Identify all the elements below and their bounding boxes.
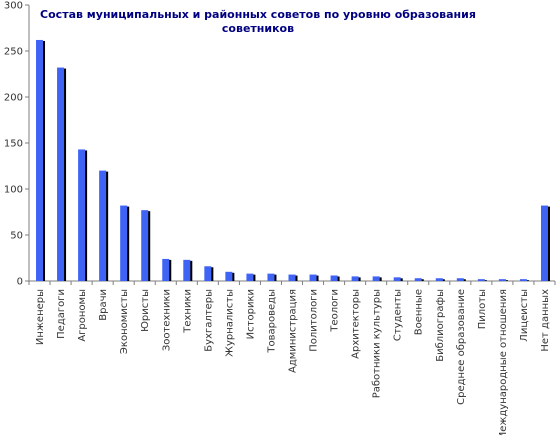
bar <box>78 149 88 281</box>
y-tick-label: 100 <box>4 185 23 196</box>
x-category-label: Зоотехники <box>161 289 172 351</box>
bar-fill <box>414 278 422 281</box>
x-category-label: Историки <box>245 289 256 339</box>
chart-title-line: советников <box>222 22 294 35</box>
bar <box>414 278 424 281</box>
bar-fill <box>393 277 401 281</box>
bar <box>456 278 466 281</box>
bar <box>162 258 172 281</box>
bar-fill <box>246 273 254 281</box>
chart-title-line: Состав муниципальных и районных советов … <box>40 8 476 21</box>
x-axis-labels: Инженеры Педагоги Агрономы Врачи Экономисты Ю… <box>35 289 551 435</box>
y-tick-label: 300 <box>4 1 23 12</box>
bar-fill <box>204 266 212 281</box>
bar <box>120 205 130 281</box>
bar-fill <box>267 273 275 281</box>
x-category-label: Товароведы <box>266 289 277 354</box>
bar <box>225 271 235 281</box>
x-category-label: Среднее образование <box>456 289 467 405</box>
bar-fill <box>183 259 191 281</box>
x-category-label: Агрономы <box>77 289 88 342</box>
bar-fill <box>309 274 317 281</box>
x-category-label: Бухгалтеры <box>203 289 214 352</box>
bar <box>435 278 445 281</box>
chart-title: Состав муниципальных и районных советов … <box>40 8 476 35</box>
bar <box>498 279 508 281</box>
bar <box>246 273 256 281</box>
x-category-label: Студенты <box>393 289 404 341</box>
bar <box>372 276 382 281</box>
bar-fill <box>36 39 44 282</box>
bar <box>288 274 298 281</box>
y-tick-label: 0 <box>17 277 23 288</box>
bar <box>351 276 361 281</box>
bar-fill <box>120 205 128 281</box>
x-category-label: Теологи <box>330 289 341 333</box>
bar <box>267 273 277 281</box>
bar <box>183 259 193 281</box>
bar-fill <box>456 278 464 281</box>
x-category-label: Лицеисты <box>519 289 530 342</box>
bar <box>309 274 319 281</box>
bar <box>477 279 487 281</box>
x-category-label: Пилоты <box>477 289 488 329</box>
bars <box>36 39 550 282</box>
x-category-label: Архитекторы <box>351 289 362 359</box>
bar-fill <box>477 279 485 281</box>
x-category-label: Врачи <box>98 289 109 321</box>
x-category-label: Библиографы <box>435 289 446 362</box>
bar-fill <box>141 210 149 281</box>
x-category-label: Педагоги <box>56 289 67 339</box>
y-tick-label: 50 <box>10 231 23 242</box>
bar-fill <box>288 274 296 281</box>
bar-fill <box>435 278 443 281</box>
x-category-label: Работники культуры <box>372 289 383 398</box>
bar <box>36 39 46 282</box>
x-category-label: Администрация <box>288 289 299 373</box>
bar <box>204 266 214 281</box>
bar <box>393 277 403 281</box>
bar-fill <box>498 279 506 281</box>
bar-fill <box>57 67 65 281</box>
x-category-label: Юристы <box>140 289 151 332</box>
bar-fill <box>162 258 170 281</box>
y-tick-label: 250 <box>4 47 23 58</box>
x-category-label: Инженеры <box>35 289 46 345</box>
bar-fill <box>225 271 233 281</box>
bar <box>57 67 67 281</box>
bar <box>540 205 550 281</box>
y-tick-label: 150 <box>4 139 23 150</box>
bar <box>330 275 340 281</box>
bar-fill <box>519 279 527 281</box>
x-category-label: Политологи <box>309 289 320 352</box>
bar-fill <box>540 205 548 281</box>
x-category-label: Экономисты <box>119 289 130 354</box>
bar <box>519 279 529 281</box>
x-category-label: Журналисты <box>224 289 235 357</box>
bar-fill <box>372 276 380 281</box>
x-category-label: Нет данных <box>540 289 551 352</box>
bar-fill <box>78 149 86 281</box>
bar-fill <box>330 275 338 281</box>
bar <box>141 210 151 281</box>
bar <box>99 170 109 281</box>
y-axis-ticks: 0 50 100 150 200 250 300 <box>4 1 29 288</box>
bar-fill <box>99 170 107 281</box>
x-category-label: Военные <box>414 289 425 335</box>
x-category-label: Международные отношения <box>498 289 509 435</box>
y-tick-label: 200 <box>4 93 23 104</box>
x-category-label: Техники <box>182 289 193 334</box>
bar-fill <box>351 276 359 281</box>
